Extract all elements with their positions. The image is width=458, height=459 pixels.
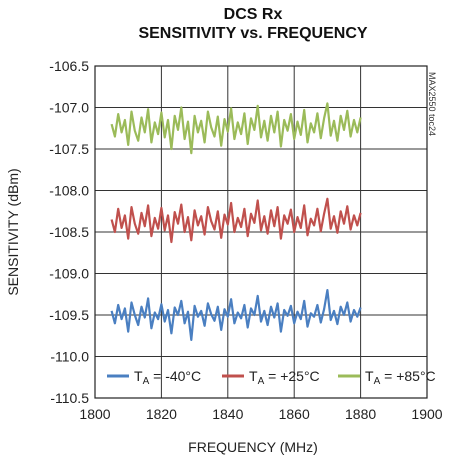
legend-label: TA = +25°C: [249, 368, 320, 387]
series-line: [110, 197, 362, 244]
y-tick-label: -106.5: [49, 58, 89, 74]
x-tick-label: 1820: [146, 406, 177, 422]
x-tick-label: 1900: [411, 406, 442, 422]
y-tick-label: -108.0: [49, 183, 89, 199]
x-tick-label: 1800: [79, 406, 110, 422]
y-tick-label: -109.5: [49, 307, 89, 323]
part-number-label: MAX2550 toc24: [427, 72, 437, 136]
chart-subtitle: SENSITIVITY vs. FREQUENCY: [138, 25, 367, 42]
x-tick-label: 1840: [212, 406, 243, 422]
x-tick-label: 1860: [279, 406, 310, 422]
y-tick-label: -110.5: [50, 390, 89, 406]
y-axis-label: SENSITIVITY (dBm): [5, 168, 21, 295]
series-line: [110, 102, 362, 155]
x-axis-label: FREQUENCY (MHz): [188, 439, 318, 455]
legend-label: TA = -40°C: [134, 368, 201, 387]
y-tick-label: -109.0: [49, 266, 89, 282]
y-tick-label: -107.5: [49, 141, 89, 157]
y-tick-label: -110.0: [50, 349, 89, 365]
y-tick-label: -108.5: [49, 224, 89, 240]
plot-frame: [94, 65, 428, 399]
chart-title: DCS Rx: [224, 6, 283, 23]
y-tick-label: -107.0: [49, 100, 89, 116]
series-line: [110, 289, 362, 341]
legend-label: TA = +85°C: [365, 368, 436, 387]
x-tick-label: 1880: [345, 406, 376, 422]
